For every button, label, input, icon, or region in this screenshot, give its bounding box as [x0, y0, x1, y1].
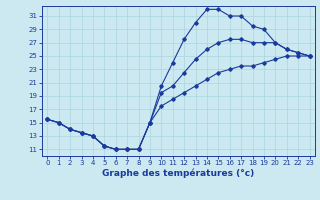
X-axis label: Graphe des températures (°c): Graphe des températures (°c) [102, 169, 254, 178]
